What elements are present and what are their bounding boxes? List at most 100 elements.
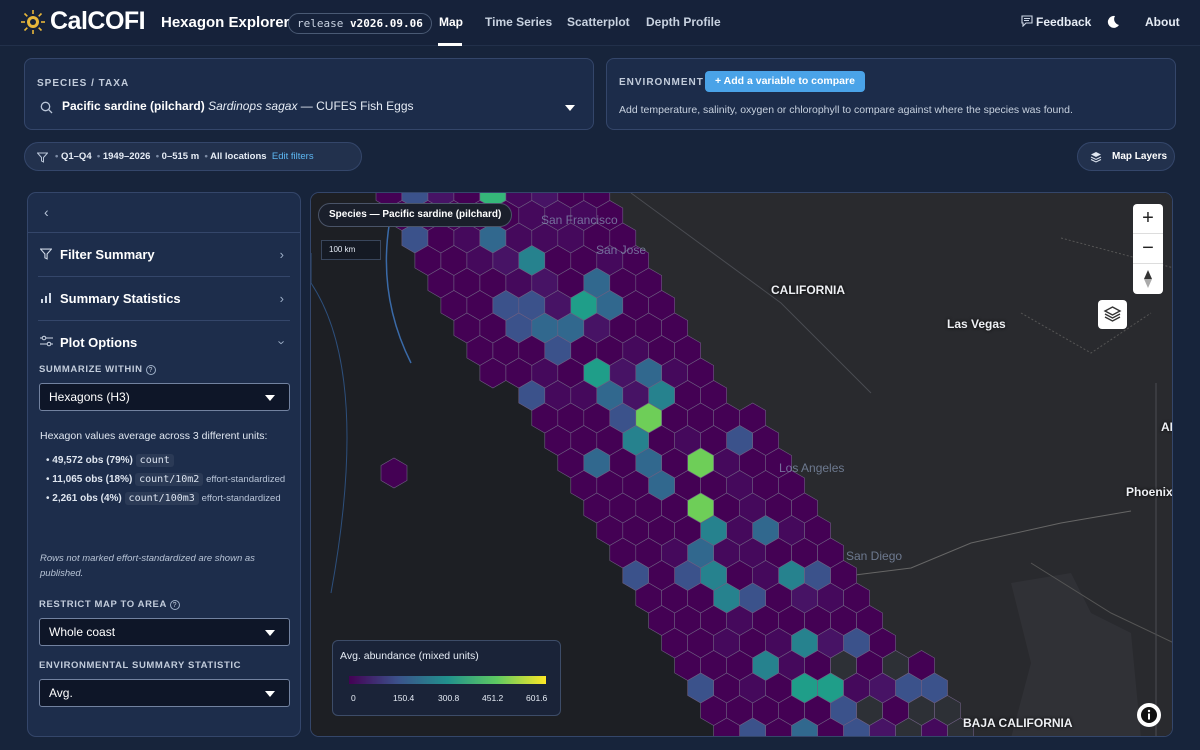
- state-border: [630, 193, 872, 394]
- unit-item: • 11,065 obs (18%) count/10m2 effort-sta…: [46, 473, 286, 486]
- hexagon-cell[interactable]: [947, 717, 974, 737]
- filter-icon: [37, 152, 48, 163]
- env-stat-select[interactable]: Avg.: [39, 679, 290, 707]
- release-version: v2026.09.06: [349, 17, 423, 30]
- compass-icon: [1144, 270, 1152, 288]
- legend-tick: 451.2: [482, 693, 504, 703]
- active-tab-indicator: [438, 43, 462, 46]
- filter-icon: [40, 248, 52, 260]
- map-species-chip: Species — Pacific sardine (pilchard): [318, 203, 513, 227]
- about-link[interactable]: About: [1145, 15, 1180, 29]
- baja-land: [1011, 573, 1141, 736]
- border-line: [1030, 562, 1172, 643]
- env-stat-value: Avg.: [49, 686, 73, 700]
- map-layers-label: Map Layers: [1112, 151, 1168, 162]
- filter-summary-pill[interactable]: • Q1–Q4 • 1949–2026 • 0–515 m • All loca…: [24, 142, 362, 171]
- tab-depth-profile[interactable]: Depth Profile: [646, 15, 721, 29]
- map-layers-button[interactable]: Map Layers: [1077, 142, 1175, 171]
- sidebar-item-filter-summary[interactable]: Filter Summary ›: [38, 233, 290, 277]
- release-label: release: [297, 17, 344, 30]
- environment-hint: Add temperature, salinity, oxygen or chl…: [619, 104, 1073, 116]
- tab-scatterplot[interactable]: Scatterplot: [567, 15, 630, 29]
- units-list: • 49,572 obs (79%) count • 11,065 obs (1…: [46, 451, 296, 508]
- app-title: Hexagon Explorer: [161, 14, 290, 31]
- rows-note: Rows not marked effort-standardized are …: [40, 553, 255, 579]
- sun-logo-icon: [21, 10, 45, 34]
- state-border: [1020, 312, 1152, 354]
- city-los-angeles: Los Angeles: [779, 461, 845, 475]
- hexagon-cell[interactable]: [380, 457, 408, 489]
- species-selector-card[interactable]: SPECIES / TAXA Pacific sardine (pilchard…: [24, 58, 594, 130]
- filter-depth: 0–515 m: [161, 151, 200, 162]
- top-bar: CalCOFI Hexagon Explorer release v2026.0…: [0, 0, 1200, 46]
- region-arizona: ARI: [1161, 420, 1172, 434]
- env-stat-label: ENVIRONMENTAL SUMMARY STATISTIC: [39, 660, 242, 671]
- legend-colorbar: [349, 676, 546, 684]
- city-san-jose: San Jose: [596, 243, 647, 257]
- species-scientific-name: Sardinops sagax: [208, 99, 298, 113]
- species-dropdown-caret[interactable]: [565, 105, 575, 111]
- unit-item: • 2,261 obs (4%) count/100m3 effort-stan…: [46, 492, 281, 505]
- moon-icon[interactable]: [1106, 15, 1120, 29]
- add-variable-button[interactable]: + Add a variable to compare: [705, 71, 865, 92]
- restrict-area-select[interactable]: Whole coast: [39, 618, 290, 646]
- compass-button[interactable]: [1133, 264, 1163, 294]
- region-california: CALIFORNIA: [771, 283, 845, 297]
- environment-card: ENVIRONMENT + Add a variable to compare …: [606, 58, 1176, 130]
- units-intro: Hexagon values average across 3 differen…: [40, 430, 268, 442]
- legend-title: Avg. abundance (mixed units): [340, 650, 479, 662]
- border-line: [830, 510, 1132, 579]
- plot-options-label: Plot Options: [60, 335, 138, 350]
- bar-chart-icon: [41, 293, 51, 303]
- layers-icon: [1090, 152, 1102, 163]
- chevron-right-icon: ›: [279, 291, 284, 306]
- unit-item: • 49,572 obs (79%) count: [46, 451, 296, 470]
- brand-logo-text[interactable]: CalCOFI: [50, 7, 146, 35]
- filter-years: 1949–2026: [102, 151, 151, 162]
- summarize-within-label: SUMMARIZE WITHIN ?: [39, 364, 156, 375]
- ocean-boundary-line: [311, 253, 348, 594]
- filter-summary-label: Filter Summary: [60, 247, 155, 262]
- map-view[interactable]: San Francisco San Jose Los Angeles San D…: [310, 192, 1173, 737]
- species-dataset: — CUFES Fish Eggs: [300, 99, 414, 113]
- help-icon[interactable]: ?: [169, 600, 180, 610]
- summarize-within-value: Hexagons (H3): [49, 390, 130, 404]
- legend-tick: 150.4: [393, 693, 415, 703]
- region-baja-california: BAJA CALIFORNIA: [963, 716, 1073, 730]
- zoom-in-button[interactable]: +: [1133, 204, 1163, 234]
- species-common-name: Pacific sardine (pilchard): [62, 99, 205, 113]
- feedback-link[interactable]: Feedback: [1036, 15, 1092, 29]
- chevron-down-icon: ›: [274, 340, 290, 345]
- environment-label: ENVIRONMENT: [619, 77, 704, 88]
- search-icon: [40, 101, 53, 114]
- edit-filters-link[interactable]: Edit filters: [271, 151, 314, 162]
- summarize-within-select[interactable]: Hexagons (H3): [39, 383, 290, 411]
- sidebar-item-summary-statistics[interactable]: Summary Statistics ›: [38, 277, 290, 321]
- collapse-sidebar-icon[interactable]: ‹: [44, 204, 49, 220]
- legend: Avg. abundance (mixed units) 0 150.4 300…: [332, 640, 561, 716]
- legend-tick: 601.6: [526, 693, 548, 703]
- tab-map[interactable]: Map: [439, 15, 463, 29]
- restrict-area-value: Whole coast: [49, 625, 116, 639]
- city-san-diego: San Diego: [846, 549, 903, 563]
- zoom-out-button[interactable]: −: [1133, 234, 1163, 264]
- restrict-area-label: RESTRICT MAP TO AREA ?: [39, 599, 180, 610]
- city-san-francisco: San Francisco: [541, 213, 618, 227]
- help-icon[interactable]: ?: [145, 365, 156, 375]
- sidebar-panel: ‹ Filter Summary › Summary Statistics › …: [27, 192, 301, 737]
- sidebar-header: ‹: [28, 193, 300, 233]
- city-phoenix: Phoenix: [1126, 485, 1173, 499]
- basemap: [311, 193, 1172, 737]
- message-icon: [1021, 15, 1033, 27]
- layer-toggle-button[interactable]: [1098, 300, 1127, 329]
- city-las-vegas: Las Vegas: [947, 317, 1006, 331]
- species-label: SPECIES / TAXA: [37, 78, 130, 89]
- scale-bar: 100 km: [321, 240, 381, 260]
- attribution-button[interactable]: [1137, 703, 1161, 727]
- sidebar-item-plot-options[interactable]: Plot Options ›: [38, 321, 290, 359]
- species-selection[interactable]: Pacific sardine (pilchard) Sardinops sag…: [62, 99, 414, 113]
- chevron-right-icon: ›: [279, 247, 284, 262]
- legend-tick: 0: [351, 693, 356, 703]
- summary-statistics-label: Summary Statistics: [60, 291, 181, 306]
- tab-time-series[interactable]: Time Series: [485, 15, 553, 29]
